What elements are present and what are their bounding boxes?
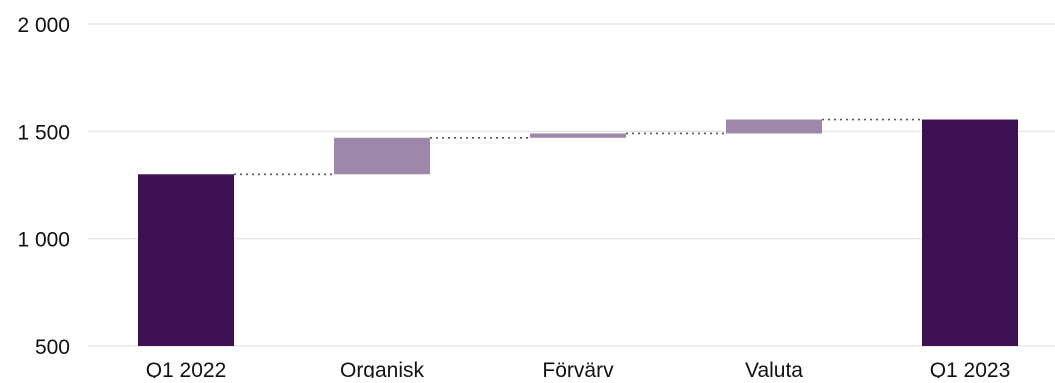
bar-change: [334, 138, 430, 174]
x-tick-label: Valuta: [745, 359, 803, 378]
x-tick-label: Organisk: [340, 359, 425, 378]
bar-total: [922, 120, 1018, 346]
x-axis-ticks: Q1 2022 Organisk Förvärv Valuta Q1 2023: [146, 359, 1011, 378]
bar-total: [138, 174, 234, 346]
y-tick-label: 500: [35, 336, 70, 359]
x-tick-label: Q1 2022: [146, 359, 227, 378]
x-tick-label: Q1 2023: [930, 359, 1011, 378]
x-tick-label: Förvärv: [542, 359, 614, 378]
y-tick-label: 1 000: [17, 229, 70, 252]
y-axis-ticks: 500 1 000 1 500 2 000: [17, 14, 70, 359]
bars: [138, 120, 1018, 346]
bar-change: [726, 120, 822, 134]
bar-change: [530, 133, 626, 137]
y-tick-label: 2 000: [17, 14, 70, 37]
y-tick-label: 1 500: [17, 121, 70, 144]
